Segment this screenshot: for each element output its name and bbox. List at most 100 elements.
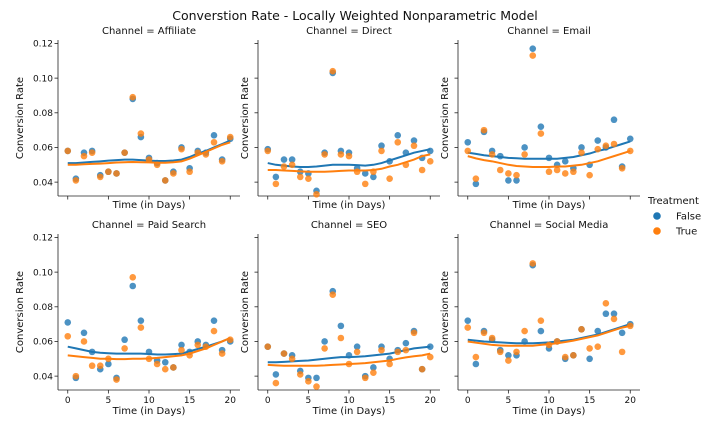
data-point: [272, 379, 280, 387]
data-point: [496, 348, 504, 356]
data-point: [610, 310, 618, 318]
data-point: [321, 338, 328, 345]
legend-marker-false: [653, 212, 661, 220]
data-point: [513, 348, 520, 356]
data-point: [145, 156, 153, 163]
data-point: [618, 329, 626, 337]
data-point: [394, 138, 402, 146]
series-true: [464, 52, 634, 182]
panel-title: Channel = Direct: [306, 26, 392, 37]
x-tick-label: 20: [225, 396, 237, 406]
series-false: [464, 45, 634, 188]
y-axis-label: Conversion Rate: [440, 271, 451, 353]
y-axis-label: Conversion Rate: [240, 77, 251, 159]
data-point: [561, 170, 569, 177]
panel-title: Channel = Email: [507, 26, 591, 37]
data-point: [505, 357, 512, 364]
x-tick-label: 10: [543, 396, 555, 406]
data-point: [594, 137, 602, 144]
legend-marker-true: [653, 227, 661, 235]
data-point: [218, 350, 226, 357]
data-point: [218, 158, 226, 165]
y-tick-label: 0.06: [33, 144, 53, 154]
x-tick-label: 5: [306, 396, 312, 406]
data-point: [513, 177, 520, 184]
data-point: [337, 322, 345, 330]
y-axis-label: Conversion Rate: [240, 271, 251, 353]
data-point: [626, 135, 634, 143]
data-point: [72, 177, 80, 184]
data-point: [594, 343, 602, 350]
data-point: [72, 372, 80, 380]
figure-title: Converstion Rate - Locally Weighted Nonp…: [172, 8, 538, 23]
data-point: [321, 345, 328, 352]
data-point: [570, 168, 577, 176]
y-axis-label: Conversion Rate: [440, 77, 451, 159]
trend-line: [67, 337, 231, 361]
data-point: [353, 348, 361, 356]
data-point: [464, 138, 472, 146]
data-point: [472, 180, 480, 188]
data-point: [121, 345, 128, 352]
data-point: [464, 147, 472, 155]
panel-title: Channel = Affiliate: [102, 26, 196, 37]
data-point: [64, 147, 72, 155]
data-point: [426, 353, 434, 361]
data-point: [586, 355, 593, 363]
data-point: [129, 282, 137, 290]
panel-1: Channel = Affiliate 0.04 0.06 0.08 0.10 0.12 T…: [15, 26, 240, 211]
data-point: [305, 175, 312, 182]
data-point: [553, 166, 561, 174]
data-point: [272, 371, 280, 378]
data-point: [64, 319, 72, 326]
data-point: [394, 348, 402, 356]
x-tick-label: 10: [143, 396, 155, 406]
data-point: [121, 149, 128, 156]
series-false: [264, 287, 434, 382]
data-point: [386, 175, 393, 182]
y-tick-label: 0.08: [33, 303, 53, 313]
data-point: [288, 161, 296, 169]
x-tick-label: 10: [343, 396, 355, 406]
data-point: [129, 274, 137, 281]
data-point: [321, 151, 328, 158]
series-true: [264, 291, 434, 390]
x-tick-label: 5: [106, 396, 112, 406]
panel-title: Channel = SEO: [311, 220, 387, 231]
data-point: [370, 173, 377, 181]
data-point: [570, 352, 577, 359]
trend-line: [267, 352, 431, 367]
data-point: [210, 132, 218, 139]
data-point: [178, 346, 185, 354]
data-point: [602, 142, 610, 150]
series-true: [64, 93, 234, 184]
data-point: [410, 329, 418, 337]
data-point: [618, 348, 626, 356]
data-point: [88, 362, 96, 370]
data-point: [521, 144, 528, 151]
x-axis-label: Time (in Days): [512, 406, 586, 417]
data-point: [137, 324, 145, 331]
data-point: [170, 170, 177, 177]
legend: Treatment False True: [647, 196, 701, 238]
data-point: [418, 365, 426, 373]
data-point: [602, 310, 610, 318]
y-tick-label: 0.10: [33, 74, 53, 84]
data-point: [426, 343, 434, 350]
series-false: [64, 95, 234, 184]
data-point: [480, 126, 488, 134]
data-point: [280, 163, 288, 170]
data-point: [296, 371, 304, 378]
data-point: [610, 140, 618, 148]
data-point: [161, 365, 169, 373]
trend-line: [467, 140, 631, 160]
panel-title: Channel = Social Media: [490, 220, 609, 231]
data-point: [337, 151, 345, 158]
data-point: [472, 360, 480, 368]
trend-line: [267, 148, 431, 169]
data-point: [410, 137, 418, 144]
data-point: [480, 329, 488, 337]
data-point: [594, 145, 602, 153]
data-point: [113, 376, 120, 383]
data-point: [353, 168, 361, 176]
